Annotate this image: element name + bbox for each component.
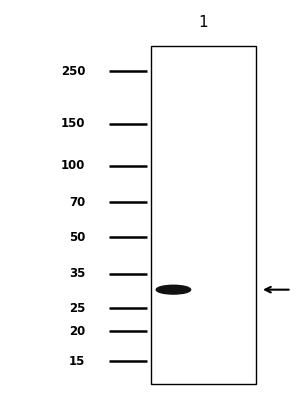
Text: 35: 35	[69, 267, 85, 280]
Text: 50: 50	[69, 230, 85, 244]
Ellipse shape	[156, 285, 191, 294]
Text: 15: 15	[69, 354, 85, 368]
Text: 70: 70	[69, 196, 85, 209]
Text: 100: 100	[61, 159, 85, 172]
Text: 20: 20	[69, 325, 85, 338]
Text: 25: 25	[69, 302, 85, 315]
Bar	[151, 46, 256, 384]
Text: 1: 1	[199, 15, 208, 30]
Text: 250: 250	[61, 65, 85, 78]
Text: 150: 150	[61, 118, 85, 130]
